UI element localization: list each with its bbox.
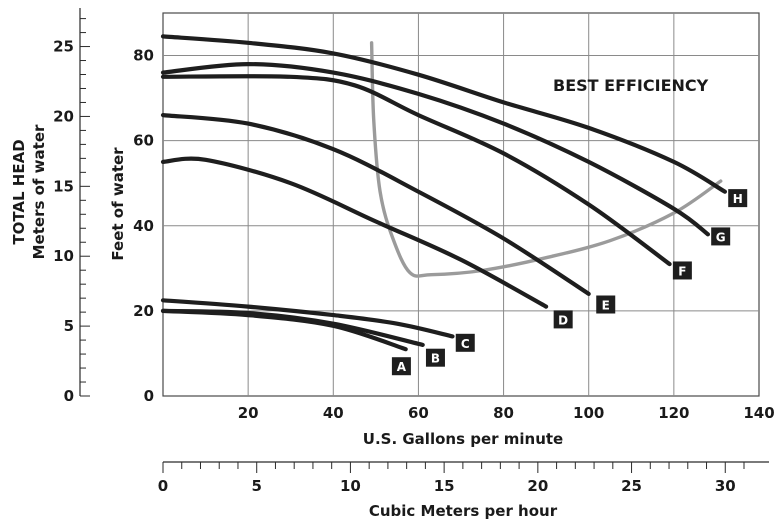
x-tick-label: 40 bbox=[323, 404, 344, 422]
x-tick-label: 20 bbox=[238, 404, 259, 422]
x2-tick-label: 25 bbox=[621, 477, 642, 495]
x2-tick-label: 15 bbox=[434, 477, 455, 495]
x2-tick-label: 30 bbox=[715, 477, 736, 495]
pump-curve-c bbox=[160, 298, 455, 339]
pump-curve-b bbox=[160, 308, 425, 347]
curve-label-d: D bbox=[558, 313, 568, 327]
pump-curve-h bbox=[160, 34, 727, 194]
y2-tick-label: 10 bbox=[53, 247, 74, 265]
curve-label-a: A bbox=[397, 360, 407, 374]
curve-label-box-b bbox=[425, 348, 445, 367]
grid-layer bbox=[162, 12, 760, 397]
y2-axis-label-line1: TOTAL HEAD bbox=[10, 139, 28, 244]
curve-label-box-e bbox=[596, 295, 616, 314]
y-tick-label: 20 bbox=[133, 302, 154, 320]
y2-axis-label-line2: Meters of water bbox=[30, 124, 48, 259]
x2-tick-label: 5 bbox=[251, 477, 261, 495]
curve-label-box-c bbox=[455, 333, 475, 352]
pump-curve-d bbox=[160, 156, 549, 309]
curve-label-box-f bbox=[672, 261, 692, 280]
curve-label-box-h bbox=[728, 189, 748, 208]
y-tick-label: 60 bbox=[133, 132, 154, 150]
curve-label-b: B bbox=[431, 352, 440, 366]
best-efficiency-annotation: BEST EFFICIENCY bbox=[553, 76, 709, 95]
pump-curve-e bbox=[160, 113, 591, 296]
curve-label-f: F bbox=[678, 264, 686, 278]
curve-label-e: E bbox=[602, 299, 610, 313]
y2-tick-label: 20 bbox=[53, 107, 74, 125]
pump-curve-g bbox=[160, 61, 710, 237]
y-tick-label: 80 bbox=[133, 47, 154, 65]
x-tick-label: 100 bbox=[573, 404, 604, 422]
curve-label-box-d bbox=[553, 310, 573, 329]
x-tick-label: 60 bbox=[408, 404, 429, 422]
curve-label-h: H bbox=[733, 192, 743, 206]
x-axis-label: U.S. Gallons per minute bbox=[363, 430, 563, 448]
curve-label-box-a bbox=[391, 357, 411, 376]
y-tick-label: 40 bbox=[133, 217, 154, 235]
x2-tick-label: 10 bbox=[340, 477, 361, 495]
x-tick-label: 140 bbox=[743, 404, 774, 422]
x2-tick-label: 0 bbox=[158, 477, 168, 495]
pump-curve-f bbox=[160, 74, 672, 267]
curve-label-box-g bbox=[711, 227, 731, 246]
curve-label-g: G bbox=[716, 230, 726, 244]
y2-tick-label: 15 bbox=[53, 177, 74, 195]
x2-axis-label: Cubic Meters per hour bbox=[369, 502, 558, 520]
axes-layer: 20 40 60 80 100 120 140 0 20 40 60 80 0 5 10 15 20 25 0 5 10… bbox=[53, 8, 775, 495]
x-tick-label: 80 bbox=[493, 404, 514, 422]
y2-tick-label: 5 bbox=[64, 317, 74, 335]
curve-label-c: C bbox=[461, 337, 470, 351]
y2-tick-label: 0 bbox=[64, 387, 74, 405]
y-axis-label: Feet of water bbox=[109, 147, 127, 261]
plot-frame bbox=[162, 12, 760, 397]
y2-tick-label: 25 bbox=[53, 38, 74, 56]
x-tick-label: 120 bbox=[658, 404, 689, 422]
y-tick-label: 0 bbox=[144, 387, 154, 405]
series-layer: A B C D E F G H bbox=[160, 34, 748, 376]
x2-tick-label: 20 bbox=[527, 477, 548, 495]
